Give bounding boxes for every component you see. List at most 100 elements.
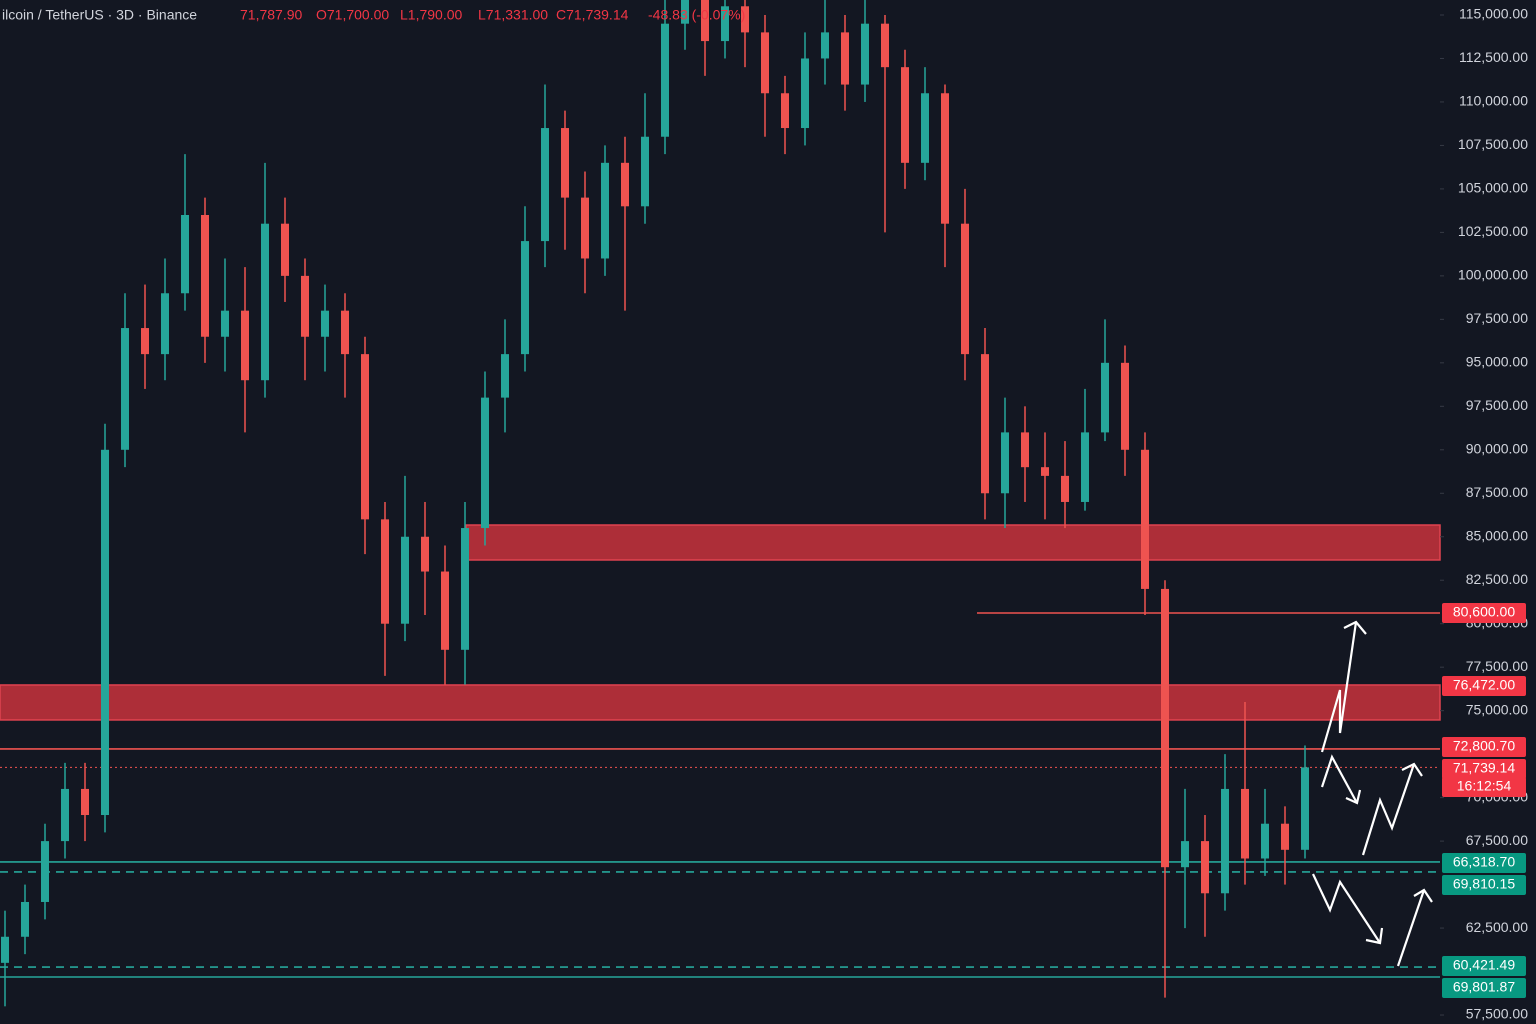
y-tick-label: 90,000.00 (1466, 440, 1528, 456)
price-badge-label: 76,472.00 (1453, 677, 1515, 693)
arrow-down-path (1320, 754, 1358, 804)
ohlc-value: L71,331.00 (478, 7, 548, 23)
y-tick-label: 77,500.00 (1466, 658, 1528, 674)
candle-body (561, 128, 569, 198)
y-tick-label: 100,000.00 (1458, 267, 1528, 283)
candle-body (1181, 841, 1189, 868)
candle-body (101, 449, 109, 816)
candle-body (701, 0, 709, 42)
candle-body (741, 6, 749, 33)
candle-body (901, 67, 909, 163)
y-tick-label: 110,000.00 (1459, 93, 1528, 109)
candle-body (681, 0, 689, 24)
candle-body (221, 310, 229, 337)
price-badge (1442, 759, 1526, 779)
candle-body (641, 136, 649, 207)
candle-body (1121, 362, 1129, 450)
candle-body (781, 93, 789, 129)
y-tick-label: 112,500.00 (1459, 49, 1528, 65)
candle-body (761, 32, 769, 94)
ohlc-value: C71,739.14 (556, 7, 629, 23)
candle-body (121, 328, 129, 450)
candle-body (41, 841, 49, 902)
candle-body (1001, 432, 1009, 494)
candle-body (421, 536, 429, 572)
candle-body (521, 241, 529, 355)
candle-body (921, 93, 929, 163)
price-badge (1442, 676, 1526, 696)
candle-body (401, 536, 409, 624)
y-tick-label: 57,500.00 (1466, 1006, 1528, 1022)
y-tick-label: 102,500.00 (1458, 223, 1528, 239)
header: ilcoin / TetherUS · 3D · Binance 71,787.… (2, 7, 745, 23)
price-badge (1442, 853, 1526, 873)
candle-body (661, 23, 669, 137)
candle-body (21, 901, 29, 937)
candles (1, 0, 1309, 1007)
candle-body (461, 528, 469, 650)
y-tick-label: 62,500.00 (1466, 919, 1528, 935)
y-tick-label: 75,000.00 (1466, 701, 1528, 717)
candle-body (161, 293, 169, 355)
arrow-up-path (1396, 889, 1426, 967)
symbol-title: ilcoin / TetherUS · 3D · Binance (2, 7, 197, 23)
zones (0, 524, 1441, 721)
arrow-up-path (1361, 763, 1416, 856)
candle-body (941, 93, 949, 224)
y-tick-label: 105,000.00 (1458, 180, 1528, 196)
candle-body (1021, 432, 1029, 468)
candle-body (141, 328, 149, 355)
candle-body (261, 223, 269, 381)
price-badge-label: 69,801.87 (1453, 979, 1515, 995)
candle-body (281, 223, 289, 276)
arrow-down-path (1312, 873, 1381, 944)
candle-body (1161, 588, 1169, 868)
y-tick-label: 95,000.00 (1466, 354, 1528, 370)
candle-body (501, 354, 509, 398)
candle-body (1221, 788, 1229, 894)
arrow-head (1365, 927, 1384, 945)
price-badge (1442, 875, 1526, 895)
candle-body (1101, 362, 1109, 433)
candle-body (801, 58, 809, 129)
price-badge-label: 80,600.00 (1453, 604, 1515, 620)
candle-body (821, 32, 829, 59)
candle-body (181, 214, 189, 294)
candle-body (1261, 823, 1269, 859)
projection-arrows (1312, 620, 1433, 967)
candle-body (1041, 467, 1049, 476)
candle-body (481, 397, 489, 529)
ohlc-value: O71,700.00 (316, 7, 389, 23)
candle-body (601, 162, 609, 259)
price-badge-label: 69,810.15 (1453, 876, 1515, 892)
candle-body (1141, 449, 1149, 589)
y-tick-label: 82,500.00 (1466, 571, 1528, 587)
price-badges: 80,600.00 76,472.00 72,800.70 71,739.14 16:1… (1442, 603, 1526, 998)
candle-body (1, 936, 9, 963)
candle-body (581, 197, 589, 259)
price-badge (1442, 737, 1526, 757)
candle-body (721, 6, 729, 42)
candle-body (541, 128, 549, 242)
candle-body (621, 162, 629, 207)
ohlc-value: 71,787.90 (240, 7, 302, 23)
arrow-head (1401, 762, 1423, 777)
candle-body (341, 310, 349, 355)
price-badge-label: 16:12:54 (1457, 778, 1512, 794)
y-tick-label: 67,500.00 (1466, 832, 1528, 848)
candle-body (1301, 767, 1309, 850)
candle-body (861, 23, 869, 85)
candle-body (841, 32, 849, 85)
candle-body (381, 519, 389, 624)
price-badge-label: 71,739.14 (1453, 760, 1515, 776)
resistance-zone (465, 524, 1441, 561)
arrow-head (1343, 620, 1367, 635)
candle-body (241, 310, 249, 381)
levels (0, 612, 1440, 978)
candle-body (981, 354, 989, 494)
price-badge (1442, 603, 1526, 623)
y-tick-label: 107,500.00 (1458, 136, 1528, 152)
